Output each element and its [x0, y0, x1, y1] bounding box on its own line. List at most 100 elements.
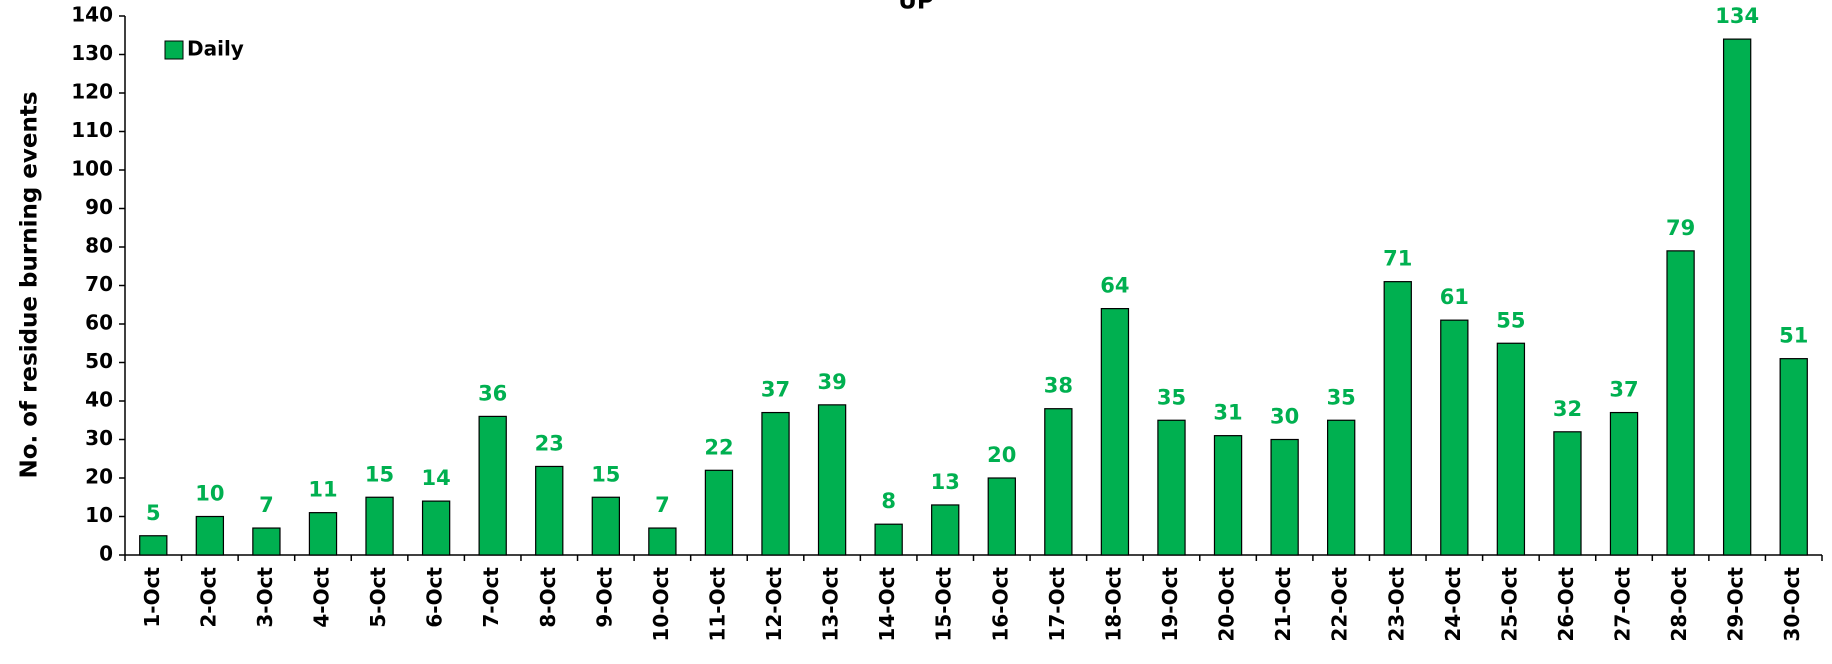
x-tick-label: 15-Oct: [932, 567, 956, 642]
value-label: 31: [1213, 401, 1242, 425]
x-tick-label: 12-Oct: [762, 567, 786, 642]
x-tick-label: 11-Oct: [705, 567, 729, 642]
x-tick-label: 16-Oct: [988, 567, 1012, 642]
bar: [1609, 411, 1639, 556]
x-tick-label: 18-Oct: [1101, 567, 1125, 642]
value-label: 55: [1496, 308, 1525, 332]
value-label: 71: [1383, 247, 1412, 271]
bar: [1044, 408, 1073, 556]
y-tick-label: 30: [85, 426, 113, 450]
bar: [704, 469, 734, 556]
x-tick-label: 13-Oct: [819, 567, 843, 642]
value-label: 39: [817, 370, 846, 394]
bar: [761, 411, 790, 556]
x-tick-label: 24-Oct: [1441, 567, 1465, 642]
value-label: 36: [478, 381, 507, 405]
chart-title: UP: [898, 0, 934, 15]
bar: [987, 477, 1016, 556]
bar: [308, 512, 338, 556]
y-tick-label: 140: [71, 3, 113, 27]
value-label: 38: [1044, 374, 1073, 398]
y-tick-label: 0: [99, 542, 113, 566]
value-label: 8: [881, 489, 896, 513]
x-tick-label: 25-Oct: [1497, 567, 1521, 642]
x-tick-label: 26-Oct: [1554, 567, 1578, 642]
x-tick-label: 21-Oct: [1271, 567, 1295, 642]
x-tick-label: 30-Oct: [1780, 567, 1804, 642]
y-tick-label: 70: [85, 272, 113, 296]
value-label: 14: [421, 466, 450, 490]
y-tick-label: 40: [85, 388, 113, 412]
y-tick-label: 50: [85, 349, 113, 373]
x-tick-label: 28-Oct: [1667, 567, 1691, 642]
value-label: 13: [931, 470, 960, 494]
x-tick-label: 3-Oct: [253, 567, 277, 628]
x-tick-label: 22-Oct: [1328, 567, 1352, 642]
bar: [1270, 438, 1299, 556]
y-tick-label: 80: [85, 234, 113, 258]
value-label: 7: [655, 493, 670, 517]
x-tick-label: 6-Oct: [423, 567, 447, 628]
x-tick-label: 9-Oct: [592, 567, 616, 628]
value-label: 35: [1327, 385, 1356, 409]
value-label: 64: [1100, 274, 1129, 298]
value-label: 35: [1157, 385, 1186, 409]
value-label: 30: [1270, 405, 1299, 429]
x-tick-label: 17-Oct: [1045, 567, 1069, 642]
value-label: 15: [591, 462, 620, 486]
x-tick-label: 14-Oct: [875, 567, 899, 642]
x-tick-label: 5-Oct: [366, 567, 390, 628]
y-tick-label: 120: [71, 80, 113, 104]
bar: [1383, 281, 1412, 556]
value-label: 79: [1666, 216, 1695, 240]
value-label: 7: [259, 493, 274, 517]
value-label: 134: [1715, 4, 1759, 28]
y-axis-label: No. of residue burning events: [17, 91, 43, 478]
bar: [591, 496, 620, 556]
value-label: 10: [195, 482, 224, 506]
bar: [535, 465, 564, 556]
value-label: 32: [1553, 397, 1582, 421]
x-tick-label: 20-Oct: [1215, 567, 1239, 642]
x-tick-label: 2-Oct: [196, 567, 220, 628]
bar: [648, 527, 677, 556]
y-tick-label: 10: [85, 503, 113, 527]
bar: [874, 523, 903, 556]
x-tick-label: 4-Oct: [309, 567, 333, 628]
x-tick-label: 23-Oct: [1384, 567, 1408, 642]
value-label: 37: [1609, 378, 1638, 402]
y-tick-label: 110: [71, 118, 113, 142]
bar: [139, 535, 168, 556]
bar: [1496, 342, 1526, 556]
value-label: 61: [1440, 285, 1469, 309]
y-tick-label: 90: [85, 195, 113, 219]
bar: [421, 500, 451, 556]
value-label: 15: [365, 462, 394, 486]
x-tick-label: 8-Oct: [536, 567, 560, 628]
value-label: 5: [146, 501, 161, 525]
value-label: 51: [1779, 324, 1808, 348]
bar: [365, 496, 394, 556]
bar: [252, 527, 281, 556]
bar: [195, 515, 225, 556]
bar: [931, 504, 960, 556]
bar: [1213, 435, 1243, 556]
y-tick-label: 60: [85, 311, 113, 335]
value-label: 20: [987, 443, 1016, 467]
x-tick-label: 10-Oct: [649, 567, 673, 642]
value-label: 23: [535, 431, 564, 455]
bar: [478, 415, 507, 556]
y-tick-label: 100: [71, 157, 113, 181]
bar: [1666, 250, 1695, 556]
value-label: 22: [704, 435, 733, 459]
x-tick-label: 19-Oct: [1158, 567, 1182, 642]
y-tick-label: 130: [71, 41, 113, 65]
value-label: 11: [308, 478, 337, 502]
x-tick-label: 27-Oct: [1611, 567, 1635, 642]
bar: [817, 404, 847, 556]
legend-label: Daily: [187, 37, 244, 61]
y-tick-label: 20: [85, 465, 113, 489]
x-tick-label: 7-Oct: [479, 567, 503, 628]
legend-swatch: [164, 40, 184, 60]
